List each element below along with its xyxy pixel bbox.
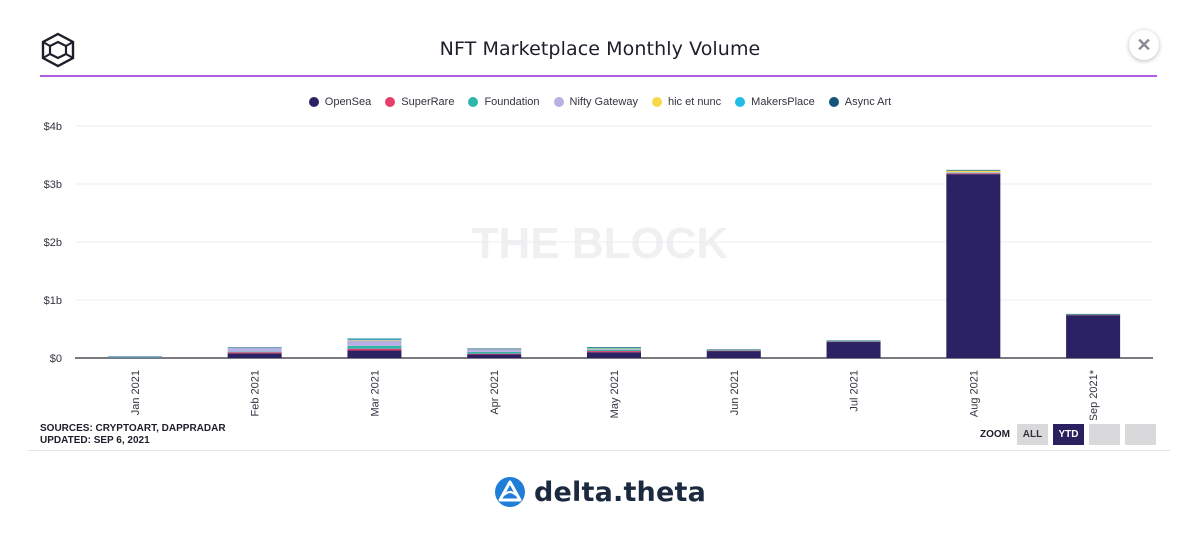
- bar-segment: [946, 174, 1001, 358]
- bar-segment: [1066, 315, 1121, 358]
- legend-dot-icon: [651, 97, 662, 107]
- legend-label: Nifty Gateway: [569, 96, 638, 108]
- bar-segment: [587, 347, 641, 348]
- sources-note: SOURCES: CRYPTOART, DAPPRADAR UPDATED: S…: [40, 423, 226, 447]
- bar-segment: [946, 172, 1001, 173]
- x-tick-label: Jul 2021: [849, 370, 861, 412]
- legend-item[interactable]: Async Art: [828, 96, 892, 108]
- legend-item[interactable]: Nifty Gateway: [553, 96, 638, 108]
- zoom-option-button[interactable]: [1089, 424, 1120, 445]
- legend-label: Foundation: [484, 96, 540, 108]
- bar-segment: [347, 350, 402, 358]
- legend-label: MakersPlace: [751, 96, 815, 108]
- x-tick-label: Feb 2021: [250, 370, 262, 416]
- close-button[interactable]: ✕: [1129, 30, 1159, 60]
- y-tick-label: $1b: [44, 295, 62, 307]
- bar-segment: [706, 349, 761, 351]
- bar-segment: [587, 348, 641, 350]
- bar-segment: [347, 340, 402, 346]
- chart-legend: OpenSea SuperRare Foundation Nifty Gateway h…: [0, 96, 1200, 108]
- bar-segment: [1066, 313, 1121, 315]
- zoom-option-button[interactable]: [1125, 424, 1156, 445]
- close-icon[interactable]: ✕: [1136, 34, 1152, 55]
- bar-segment: [946, 172, 1001, 174]
- brand-footer: delta.theta: [0, 476, 1200, 508]
- bar-segment: [587, 348, 641, 350]
- x-tick-label: Sep 2021*: [1088, 369, 1100, 420]
- bar-segment: [587, 351, 641, 353]
- bar-segment: [587, 349, 641, 352]
- bar-segment: [227, 351, 282, 353]
- y-tick-label: $3b: [44, 179, 62, 191]
- bar-segment: [107, 357, 162, 358]
- zoom-all-button[interactable]: ALL: [1017, 424, 1048, 445]
- bar-segment: [826, 340, 881, 342]
- y-tick-label: $0: [50, 353, 62, 365]
- y-tick-label: $4b: [44, 121, 62, 133]
- legend-label: hic et nunc: [667, 96, 722, 108]
- bar-segment: [946, 173, 1001, 175]
- bar-segment: [467, 353, 522, 355]
- bar-segment: [227, 352, 282, 354]
- bar-segment: [706, 350, 761, 352]
- legend-label: SuperRare: [401, 96, 455, 108]
- delta-theta-logo-icon: [494, 477, 525, 507]
- bar-segment: [347, 338, 402, 340]
- updated-line: UPDATED: SEP 6, 2021: [40, 435, 150, 446]
- x-tick-label: Mar 2021: [369, 370, 381, 416]
- brand-name: delta.theta: [533, 476, 707, 508]
- x-tick-label: Aug 2021: [968, 370, 980, 417]
- zoom-controls: ZOOM ALL YTD: [980, 424, 1156, 445]
- legend-item[interactable]: hic et nunc: [651, 96, 722, 108]
- bar-segment: [587, 347, 641, 349]
- legend-item[interactable]: OpenSea: [308, 96, 372, 108]
- legend-label: OpenSea: [324, 96, 372, 108]
- bar-segment: [946, 169, 1001, 171]
- sources-line: SOURCES: CRYPTOART, DAPPRADAR: [40, 423, 226, 434]
- bar-segment: [467, 349, 522, 352]
- legend-dot-icon: [385, 97, 396, 107]
- zoom-label: ZOOM: [980, 429, 1010, 440]
- bar-segment: [347, 348, 402, 351]
- x-tick-label: May 2021: [609, 370, 621, 418]
- legend-dot-icon: [828, 97, 839, 107]
- chart-title: NFT Marketplace Monthly Volume: [439, 38, 761, 60]
- cube-logo-icon: [41, 32, 75, 68]
- bar-segment: [227, 348, 282, 352]
- title-divider: [40, 75, 1157, 77]
- bar-segment: [347, 345, 402, 349]
- legend-item[interactable]: Foundation: [468, 96, 540, 108]
- bar-segment: [946, 170, 1001, 173]
- legend-dot-icon: [553, 97, 564, 107]
- legend-item[interactable]: SuperRare: [385, 96, 454, 108]
- legend-dot-icon: [308, 97, 319, 107]
- bar-segment: [347, 338, 402, 340]
- y-tick-label: $2b: [44, 237, 62, 249]
- legend-label: Async Art: [844, 96, 892, 108]
- bar-chart: THE BLOCK $0 $1b $2b $3b $4b Jan 2021 Feb 2021 M…: [44, 121, 1153, 420]
- zoom-ytd-button[interactable]: YTD: [1053, 424, 1084, 445]
- x-tick-label: Jan 2021: [130, 370, 142, 415]
- legend-dot-icon: [735, 97, 746, 107]
- bar-segment: [587, 352, 641, 358]
- x-tick-label: Apr 2021: [489, 370, 501, 415]
- bar-segment: [467, 354, 522, 358]
- bar-segment: [467, 348, 522, 350]
- legend-dot-icon: [468, 97, 479, 107]
- bar-segment: [107, 356, 162, 358]
- bar-segment: [227, 347, 282, 349]
- legend-item[interactable]: MakersPlace: [735, 96, 815, 108]
- bar-segment: [706, 351, 761, 358]
- watermark-text: THE BLOCK: [472, 219, 729, 268]
- bar-segment: [347, 339, 402, 341]
- bar-segment: [826, 341, 881, 358]
- x-tick-label: Jun 2021: [729, 370, 741, 415]
- bar-segment: [227, 353, 282, 358]
- bar-segment: [467, 351, 522, 354]
